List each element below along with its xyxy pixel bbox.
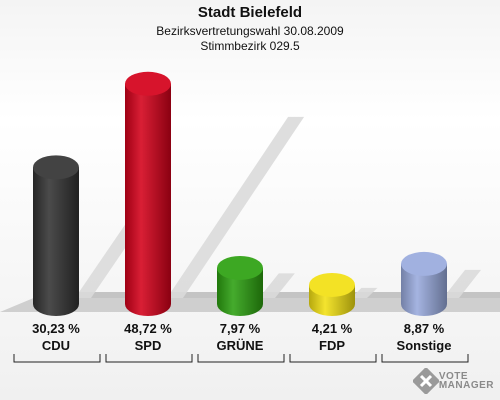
value-label-cdu: 30,23 % <box>32 321 80 336</box>
bar-sonstige <box>401 263 447 316</box>
logo-text-vote: VOTE <box>438 371 469 382</box>
category-label-fdp: FDP <box>319 338 345 353</box>
category-bracket-grüne <box>197 354 285 363</box>
category-label-cdu: CDU <box>42 338 70 353</box>
value-label-fdp: 4,21 % <box>312 321 353 336</box>
logo-text-manager: MANAGER <box>438 380 494 391</box>
vote-manager-logo: VOTE MANAGER <box>412 368 494 394</box>
bar-cdu <box>33 167 79 316</box>
bar-top-grüne <box>217 255 263 280</box>
category-bracket-spd <box>105 354 193 363</box>
category-bracket-fdp <box>289 354 377 363</box>
value-label-spd: 48,72 % <box>124 321 172 336</box>
category-label-grüne: GRÜNE <box>217 338 264 353</box>
bar-shadow-fdp <box>351 287 378 298</box>
category-label-spd: SPD <box>135 338 162 353</box>
bar-shadow-spd <box>167 116 305 299</box>
value-label-grüne: 7,97 % <box>220 321 261 336</box>
bar-shadow-grüne <box>259 273 295 298</box>
category-bracket-cdu <box>13 354 101 363</box>
bar-top-sonstige <box>401 251 447 276</box>
bar-top-fdp <box>309 272 355 297</box>
bar-top-cdu <box>33 155 79 180</box>
category-label-sonstige: Sonstige <box>397 338 452 353</box>
value-label-sonstige: 8,87 % <box>404 321 445 336</box>
chart-subtitle-2: Stimmbezirk 029.5 <box>200 39 300 53</box>
ballot-x-icon <box>412 368 439 394</box>
category-bracket-sonstige <box>381 354 469 363</box>
chart-subtitle: Bezirksvertretungswahl 30.08.2009 <box>156 24 344 38</box>
bar-shadow-sonstige <box>443 269 482 298</box>
bar-spd <box>125 83 171 316</box>
chart-title: Stadt Bielefeld <box>197 4 303 21</box>
bar-grüne <box>217 267 263 316</box>
bar-top-spd <box>125 71 171 96</box>
